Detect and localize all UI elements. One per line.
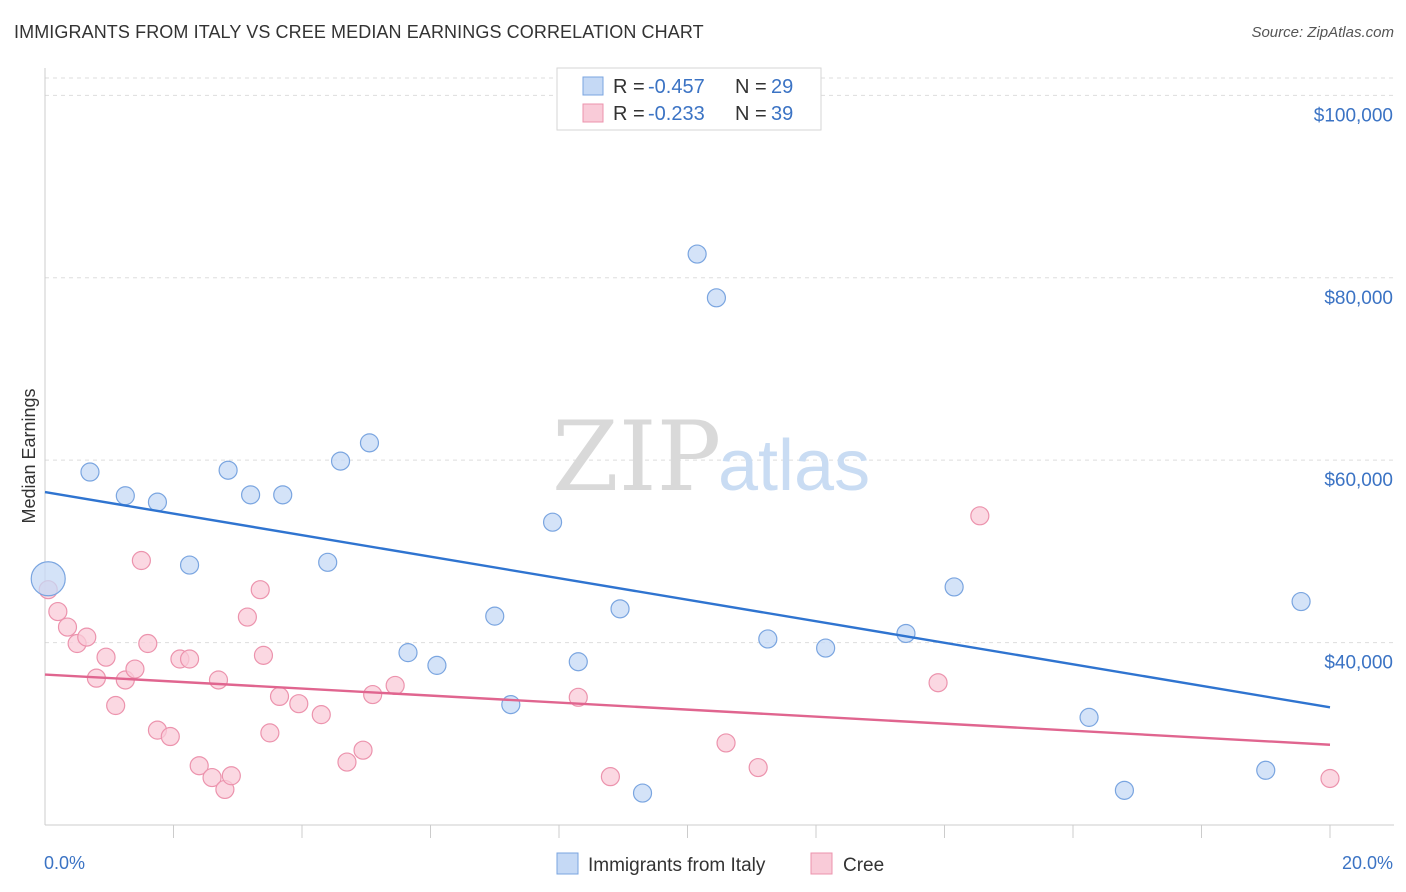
watermark-zip: ZIP <box>552 401 721 513</box>
cree-point <box>748 757 768 778</box>
italy-point <box>318 552 338 572</box>
italy-trend-line <box>44 490 1331 709</box>
italy-point <box>330 451 351 471</box>
cree-point <box>928 673 948 693</box>
y-tick-label: $60,000 <box>1324 470 1393 491</box>
legend-swatch-cree <box>582 103 604 123</box>
cree-point <box>337 752 357 772</box>
cree-series <box>38 506 1340 800</box>
italy-point <box>80 462 100 482</box>
italy-point <box>687 244 707 264</box>
cree-point <box>208 670 229 690</box>
cree-point <box>253 645 274 665</box>
cree-point <box>716 733 736 753</box>
italy-point <box>896 623 916 644</box>
cree-point <box>48 601 68 622</box>
cree-point <box>970 506 990 526</box>
cree-point <box>125 659 145 679</box>
cree-point <box>138 633 158 654</box>
legend-n-value-cree: 39 <box>771 103 793 125</box>
italy-point <box>218 460 238 480</box>
cree-point <box>600 767 621 787</box>
italy-point <box>147 492 168 512</box>
italy-point <box>359 433 380 453</box>
italy-point <box>632 783 653 803</box>
cree-point <box>106 695 126 716</box>
italy-point <box>241 485 261 505</box>
italy-point <box>1256 760 1276 780</box>
cree-point <box>260 723 280 743</box>
bottom-legend-label-italy: Immigrants from Italy <box>588 855 766 876</box>
italy-point <box>485 606 505 626</box>
legend-n-label-italy: N = <box>735 76 767 98</box>
legend-swatch-italy <box>582 76 604 96</box>
y-tick-label: $80,000 <box>1324 288 1393 309</box>
cree-point <box>269 686 290 707</box>
legend-n-label-cree: N = <box>735 103 767 125</box>
italy-point <box>816 638 836 658</box>
cree-point <box>353 740 373 760</box>
cree-point <box>363 684 383 705</box>
italy-point <box>398 643 418 663</box>
italy-point <box>542 512 563 532</box>
source-label: Source: ZipAtlas.com <box>1251 24 1394 41</box>
legend-r-value-cree: -0.233 <box>648 103 705 125</box>
legend-r-label-italy: R = <box>613 76 645 98</box>
cree-point <box>568 687 588 707</box>
watermark-atlas: atlas <box>718 426 870 506</box>
cree-point <box>1320 768 1340 789</box>
y-tick-label: $100,000 <box>1314 105 1393 126</box>
series-legend: Immigrants from Italy Cree <box>556 852 884 876</box>
italy-point <box>1079 707 1099 727</box>
bottom-legend-swatch-cree <box>810 852 833 875</box>
correlation-legend: R = -0.457 N = 29 R = -0.233 N = 39 <box>556 67 822 131</box>
chart-title: IMMIGRANTS FROM ITALY VS CREE MEDIAN EAR… <box>14 22 704 42</box>
bottom-legend-label-cree: Cree <box>843 855 884 876</box>
italy-point <box>501 695 521 715</box>
italy-point <box>115 486 135 506</box>
x-tick-label-max: 20.0% <box>1342 853 1393 873</box>
cree-point <box>96 647 116 667</box>
cree-point <box>221 766 241 786</box>
italy-point <box>1291 591 1311 612</box>
italy-point <box>30 561 66 597</box>
italy-point <box>758 629 778 649</box>
cree-point <box>57 617 78 637</box>
italy-series <box>30 244 1311 803</box>
italy-point <box>273 485 293 505</box>
cree-trend-line <box>44 673 1331 746</box>
x-tick-label-min: 0.0% <box>44 853 85 873</box>
cree-point <box>131 550 151 571</box>
x-tick-marks <box>173 825 1331 838</box>
watermark: ZIP atlas <box>552 401 870 513</box>
cree-point <box>179 649 200 669</box>
cree-point <box>311 705 331 725</box>
cree-point <box>385 675 405 696</box>
italy-point <box>568 652 588 672</box>
y-axis-label: Median Earnings <box>19 388 39 523</box>
cree-point <box>202 767 222 788</box>
italy-point <box>427 655 447 675</box>
y-tick-label: $40,000 <box>1324 653 1393 674</box>
cree-point <box>237 607 257 627</box>
y-tick-labels: $40,000 $60,000 $80,000 $100,000 <box>1314 105 1393 673</box>
cree-point <box>289 694 309 714</box>
italy-point <box>610 599 630 619</box>
italy-point <box>706 288 727 308</box>
legend-r-label-cree: R = <box>613 103 645 125</box>
cree-point <box>77 627 97 647</box>
legend-r-value-italy: -0.457 <box>648 76 705 98</box>
italy-point <box>179 555 200 575</box>
bottom-legend-swatch-italy <box>556 852 579 875</box>
cree-point <box>160 726 180 747</box>
italy-point <box>1114 780 1135 800</box>
cree-point <box>250 580 270 600</box>
trend-lines <box>44 490 1331 746</box>
grid-lines <box>45 77 1394 644</box>
italy-point <box>944 577 964 597</box>
legend-n-value-italy: 29 <box>771 76 793 98</box>
cree-point <box>189 756 209 776</box>
